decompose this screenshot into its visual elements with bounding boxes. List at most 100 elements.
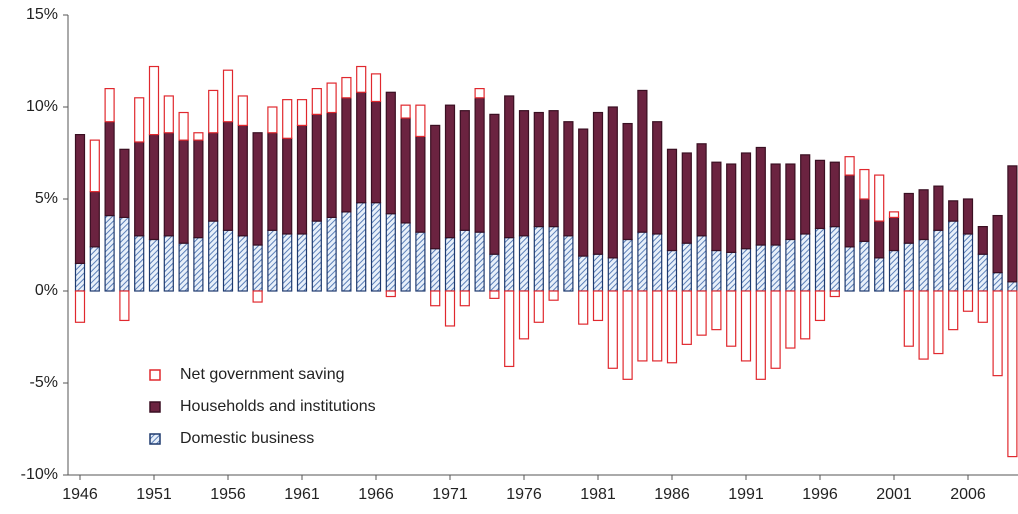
bar	[948, 220, 959, 292]
bar	[104, 121, 115, 217]
bar	[356, 202, 367, 292]
bar	[104, 87, 115, 123]
bar	[459, 290, 470, 307]
x-tick-label: 1946	[62, 486, 98, 503]
bar	[474, 87, 485, 99]
bar	[785, 290, 796, 349]
bar	[800, 233, 811, 292]
bar	[548, 290, 559, 301]
bar	[903, 192, 914, 244]
bar	[755, 244, 766, 292]
bar	[1007, 281, 1018, 292]
bar	[962, 233, 974, 292]
bar	[903, 290, 914, 347]
bar	[311, 220, 322, 292]
bar	[489, 253, 500, 292]
bar	[592, 111, 604, 255]
bar	[459, 110, 470, 231]
bar	[148, 238, 160, 292]
bar	[578, 128, 589, 257]
bar	[977, 253, 988, 292]
bar	[933, 229, 944, 292]
bar	[504, 237, 515, 292]
bar	[430, 290, 441, 307]
bar	[607, 290, 618, 369]
bar	[696, 290, 707, 336]
x-tick-label: 1996	[802, 486, 838, 503]
bar	[400, 117, 411, 224]
bar	[222, 69, 234, 123]
bar	[134, 97, 145, 143]
bar	[504, 290, 515, 368]
bar	[829, 161, 840, 228]
bar	[548, 226, 559, 292]
bar	[533, 111, 544, 228]
bar	[992, 214, 1003, 274]
bar	[267, 106, 278, 134]
bar	[193, 139, 204, 239]
bar	[977, 290, 988, 323]
bar	[74, 262, 86, 292]
bar	[222, 121, 234, 231]
bar	[770, 290, 781, 369]
bar	[918, 290, 929, 360]
bar	[430, 248, 441, 292]
bar	[252, 132, 263, 246]
bar	[326, 216, 337, 292]
bar	[681, 242, 692, 292]
bar	[711, 161, 722, 252]
bar	[874, 174, 885, 222]
x-tick-label: 2006	[950, 486, 986, 503]
bar	[163, 132, 174, 237]
bar	[252, 290, 263, 303]
bar	[903, 242, 914, 292]
bar	[178, 111, 189, 141]
bar	[267, 229, 278, 292]
bar	[385, 213, 396, 292]
legend-swatch	[149, 401, 161, 413]
bar	[119, 148, 130, 219]
bar	[326, 111, 337, 218]
y-tick-label: 10%	[26, 98, 58, 115]
bar	[918, 189, 929, 241]
bar	[681, 152, 692, 244]
bar	[622, 290, 633, 380]
bar	[962, 290, 974, 312]
bar	[992, 272, 1003, 292]
bar	[1007, 290, 1018, 458]
bar	[89, 246, 100, 292]
bar	[252, 244, 263, 292]
bar	[814, 159, 826, 230]
bar	[282, 233, 293, 292]
bar	[681, 290, 692, 345]
bar	[740, 248, 752, 292]
legend-label: Households and institutions	[180, 398, 376, 415]
bar	[400, 104, 411, 119]
bar	[948, 290, 959, 331]
bar	[489, 290, 500, 299]
bar	[637, 89, 648, 233]
bar	[296, 124, 308, 235]
bar	[148, 134, 160, 241]
y-tick-label: 5%	[35, 190, 58, 207]
bar	[326, 82, 337, 114]
bar	[977, 226, 988, 255]
x-tick-label: 1951	[136, 486, 172, 503]
bar	[666, 249, 678, 292]
bar	[859, 168, 870, 200]
bar	[474, 231, 485, 292]
legend-swatch	[149, 433, 161, 445]
bar	[888, 249, 900, 292]
bar	[237, 235, 248, 292]
bar	[89, 191, 100, 248]
bar	[874, 220, 885, 259]
bar	[652, 290, 663, 362]
x-tick-label: 1956	[210, 486, 246, 503]
bar	[726, 290, 737, 347]
bar	[578, 255, 589, 292]
bar	[193, 132, 204, 141]
bar	[370, 202, 382, 292]
bar	[533, 290, 544, 323]
bar	[163, 95, 174, 134]
bar	[148, 65, 160, 136]
